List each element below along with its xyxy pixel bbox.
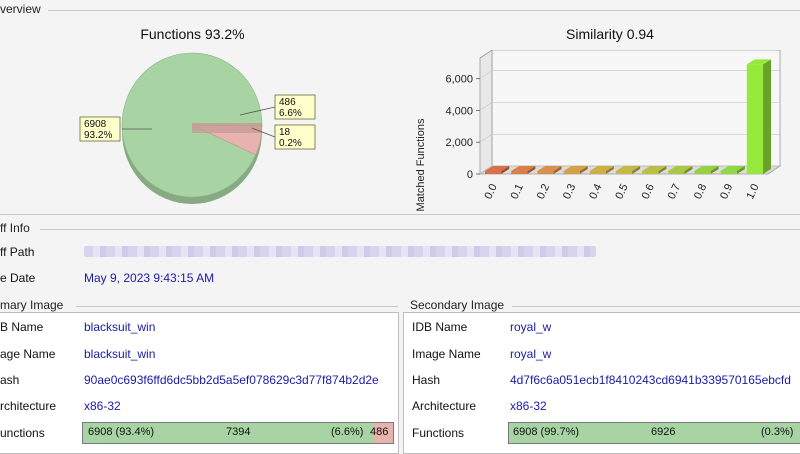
primary-functions-matched: 6908 (93.4%): [88, 426, 155, 438]
primary-image-name-value: blacksuit_win: [84, 347, 156, 361]
primary-architecture-label: rchitecture: [0, 399, 57, 413]
x-tick-label: 0.2: [535, 182, 552, 201]
svg-text:6908: 6908: [84, 119, 107, 130]
bar-1.0: [746, 59, 772, 174]
secondary-functions-label: Functions: [412, 426, 465, 440]
primary-functions-total: 7394: [226, 426, 251, 438]
x-tick-label: 0.6: [640, 182, 657, 201]
secondary-functions-unmatched-pct: (0.3%): [761, 426, 794, 438]
x-tick-label: 0.9: [718, 182, 735, 201]
diff-date-value: May 9, 2023 9:43:15 AM: [84, 271, 215, 285]
svg-text:6.6%: 6.6%: [279, 108, 302, 119]
bar-0.7: [668, 166, 693, 174]
y-tick-label: 2,000: [445, 137, 473, 149]
bar-0.5: [615, 166, 641, 174]
x-tick-label: 0.8: [692, 182, 709, 201]
y-tick-label: 6,000: [445, 74, 473, 86]
primary-hash-label: ash: [0, 373, 20, 387]
secondary-image-separator: [512, 306, 800, 307]
overview-group-title: verview: [0, 2, 41, 16]
secondary-hash-label: Hash: [412, 373, 441, 387]
x-tick-label: 0.1: [509, 182, 526, 201]
x-tick-label: 0.5: [613, 182, 630, 201]
svg-text:18: 18: [279, 127, 291, 138]
svg-text:0.2%: 0.2%: [279, 138, 302, 149]
y-tick-label: 0: [467, 169, 473, 181]
bar-0.4: [589, 166, 614, 174]
secondary-functions-matched: 6908 (99.7%): [513, 426, 580, 438]
secondary-hash-value: 4d7f6c6a051ecb1f8410243cd6941b339570165e…: [510, 373, 791, 387]
secondary-functions-total: 6926: [651, 426, 676, 438]
x-tick-label: 0.4: [587, 182, 604, 201]
primary-image-group-title: mary Image: [0, 298, 64, 312]
primary-image-name-label: age Name: [0, 347, 56, 361]
secondary-idb-name-value: royal_w: [510, 320, 552, 334]
svg-text:486: 486: [279, 97, 296, 108]
secondary-image-name-value: royal_w: [510, 347, 552, 361]
secondary-functions-bar: 6908 (99.7%) 6926 (0.3%): [508, 422, 800, 444]
pie-label-2: 180.2%: [251, 124, 316, 150]
primary-idb-name-value: blacksuit_win: [84, 320, 156, 334]
x-tick-label: 0.0: [482, 182, 499, 201]
diff-info-separator: [40, 229, 800, 230]
primary-functions-unmatched-pct: (6.6%): [331, 426, 364, 438]
secondary-image-name-label: Image Name: [412, 347, 481, 361]
overview-separator: [48, 10, 800, 11]
primary-image-separator: [76, 306, 398, 307]
primary-functions-bar: 6908 (93.4%) 7394 (6.6%) 486: [82, 422, 394, 444]
primary-architecture-value: x86-32: [84, 399, 121, 413]
primary-idb-name-label: B Name: [0, 320, 44, 334]
x-tick-label: 1.0: [744, 182, 761, 201]
y-tick-label: 4,000: [445, 105, 473, 117]
primary-hash-value: 90ae0c693f6ffd6dc5bb2d5a5ef078629c3d77f8…: [84, 373, 379, 387]
secondary-architecture-label: Architecture: [412, 399, 477, 413]
primary-functions-unmatched: 486: [370, 426, 389, 438]
bar-0.9: [720, 166, 745, 174]
primary-functions-label: unctions: [0, 426, 45, 440]
secondary-image-group-title: Secondary Image: [410, 298, 505, 312]
bar-0.1: [511, 166, 536, 174]
bar-0.2: [537, 166, 562, 174]
bar-0.8: [694, 166, 719, 174]
diff-info-group-title: ff Info: [0, 221, 30, 235]
bar-chart-title: Similarity 0.94: [566, 26, 654, 42]
secondary-architecture-value: x86-32: [510, 399, 547, 413]
diff-date-label: e Date: [0, 271, 36, 285]
y-axis-label: Matched Functions: [415, 118, 427, 211]
similarity-bar-chart: 0 2,000 4,000 6,000 0.0 0.1 0.2 0.3 0.4 0.5 0.6 0.7…: [415, 50, 782, 211]
secondary-idb-name-label: IDB Name: [412, 320, 468, 334]
x-tick-label: 0.3: [561, 182, 578, 201]
svg-text:93.2%: 93.2%: [84, 130, 112, 141]
bar-0.0: [484, 166, 510, 174]
diff-path-value-redacted: [84, 245, 600, 258]
diff-info-top-border: [0, 214, 800, 215]
bar-0.3: [563, 166, 588, 174]
diff-path-label: ff Path: [0, 245, 35, 259]
bar-0.6: [642, 166, 667, 174]
pie-chart-title: Functions 93.2%: [140, 26, 245, 42]
x-tick-label: 0.7: [666, 182, 683, 201]
